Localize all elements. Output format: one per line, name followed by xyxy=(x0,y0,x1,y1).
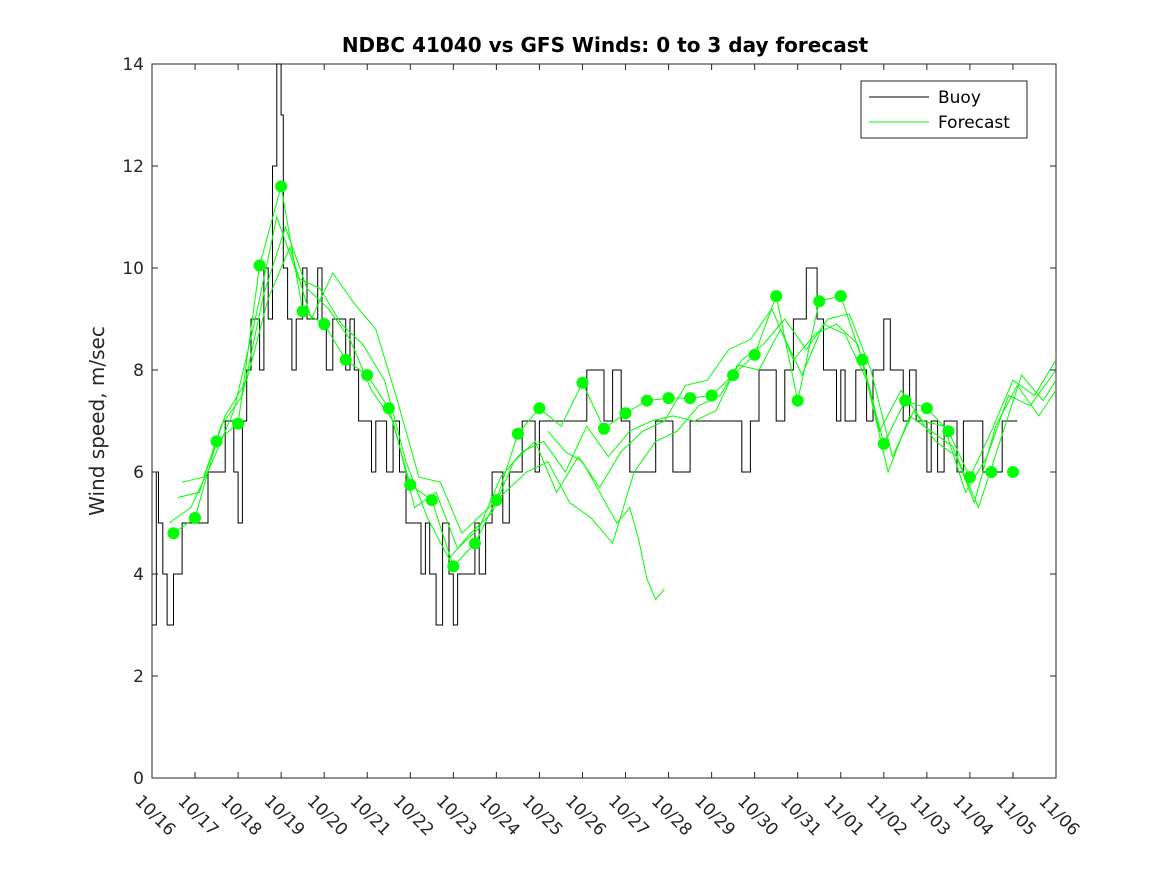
forecast-marker xyxy=(662,392,675,405)
forecast-marker xyxy=(791,394,804,407)
buoy-line xyxy=(152,63,1018,626)
forecast-marker xyxy=(339,353,352,366)
y-tick-label: 8 xyxy=(133,361,144,381)
forecast-marker xyxy=(598,422,610,435)
forecast-marker xyxy=(920,402,933,415)
forecast-marker xyxy=(641,394,653,407)
forecast-marker xyxy=(232,417,245,430)
forecast-marker xyxy=(942,425,955,438)
buoy-series xyxy=(152,63,1018,626)
forecast-marker xyxy=(856,353,869,366)
forecast-marker xyxy=(985,466,998,478)
forecast-marker xyxy=(899,394,912,407)
forecast-marker xyxy=(511,427,524,440)
legend-buoy-label: Buoy xyxy=(938,88,981,108)
forecast-markers xyxy=(167,180,1019,573)
forecast-marker xyxy=(490,494,503,507)
forecast-marker xyxy=(684,392,697,405)
forecast-marker xyxy=(447,560,460,573)
forecast-marker xyxy=(576,376,589,389)
forecast-marker xyxy=(877,437,890,450)
forecast-marker xyxy=(963,471,976,484)
y-axis-label: Wind speed, m/sec xyxy=(85,326,109,516)
forecast-marker xyxy=(382,402,395,415)
forecast-marker xyxy=(834,290,847,303)
y-tick-label: 14 xyxy=(122,55,144,75)
forecast-line-4 xyxy=(547,430,665,601)
forecast-marker xyxy=(727,369,740,382)
forecast-marker xyxy=(468,537,481,550)
forecast-marker xyxy=(361,369,374,382)
forecast-marker xyxy=(275,180,288,193)
forecast-marker xyxy=(619,407,632,420)
legend: Buoy Forecast xyxy=(860,80,1028,139)
forecast-marker xyxy=(253,259,266,272)
forecast-marker xyxy=(210,435,223,448)
y-tick-label: 12 xyxy=(122,157,144,177)
forecast-marker xyxy=(189,511,201,524)
forecast-marker xyxy=(1007,466,1019,478)
forecast-line-3 xyxy=(181,246,1057,545)
forecast-marker xyxy=(318,318,331,331)
forecast-marker xyxy=(813,295,826,308)
y-tick-label: 6 xyxy=(133,463,144,483)
y-tick-label: 4 xyxy=(133,565,144,585)
forecast-marker xyxy=(748,348,761,361)
forecast-marker xyxy=(533,402,546,415)
forecast-marker xyxy=(404,478,417,491)
legend-forecast-label: Forecast xyxy=(938,113,1010,133)
forecast-marker xyxy=(425,494,438,507)
chart-title: NDBC 41040 vs GFS Winds: 0 to 3 day fore… xyxy=(342,33,869,57)
y-tick-label: 0 xyxy=(133,769,144,789)
forecast-marker xyxy=(296,305,309,318)
y-axis: 0 2 4 6 8 10 12 14 xyxy=(122,55,1056,789)
forecast-marker xyxy=(167,527,180,540)
legend-box xyxy=(860,80,1028,139)
y-tick-label: 10 xyxy=(122,259,144,279)
forecast-line-1 xyxy=(177,225,1057,550)
y-tick-label: 2 xyxy=(133,667,144,687)
forecast-marker xyxy=(705,389,718,402)
forecast-marker xyxy=(770,290,783,303)
